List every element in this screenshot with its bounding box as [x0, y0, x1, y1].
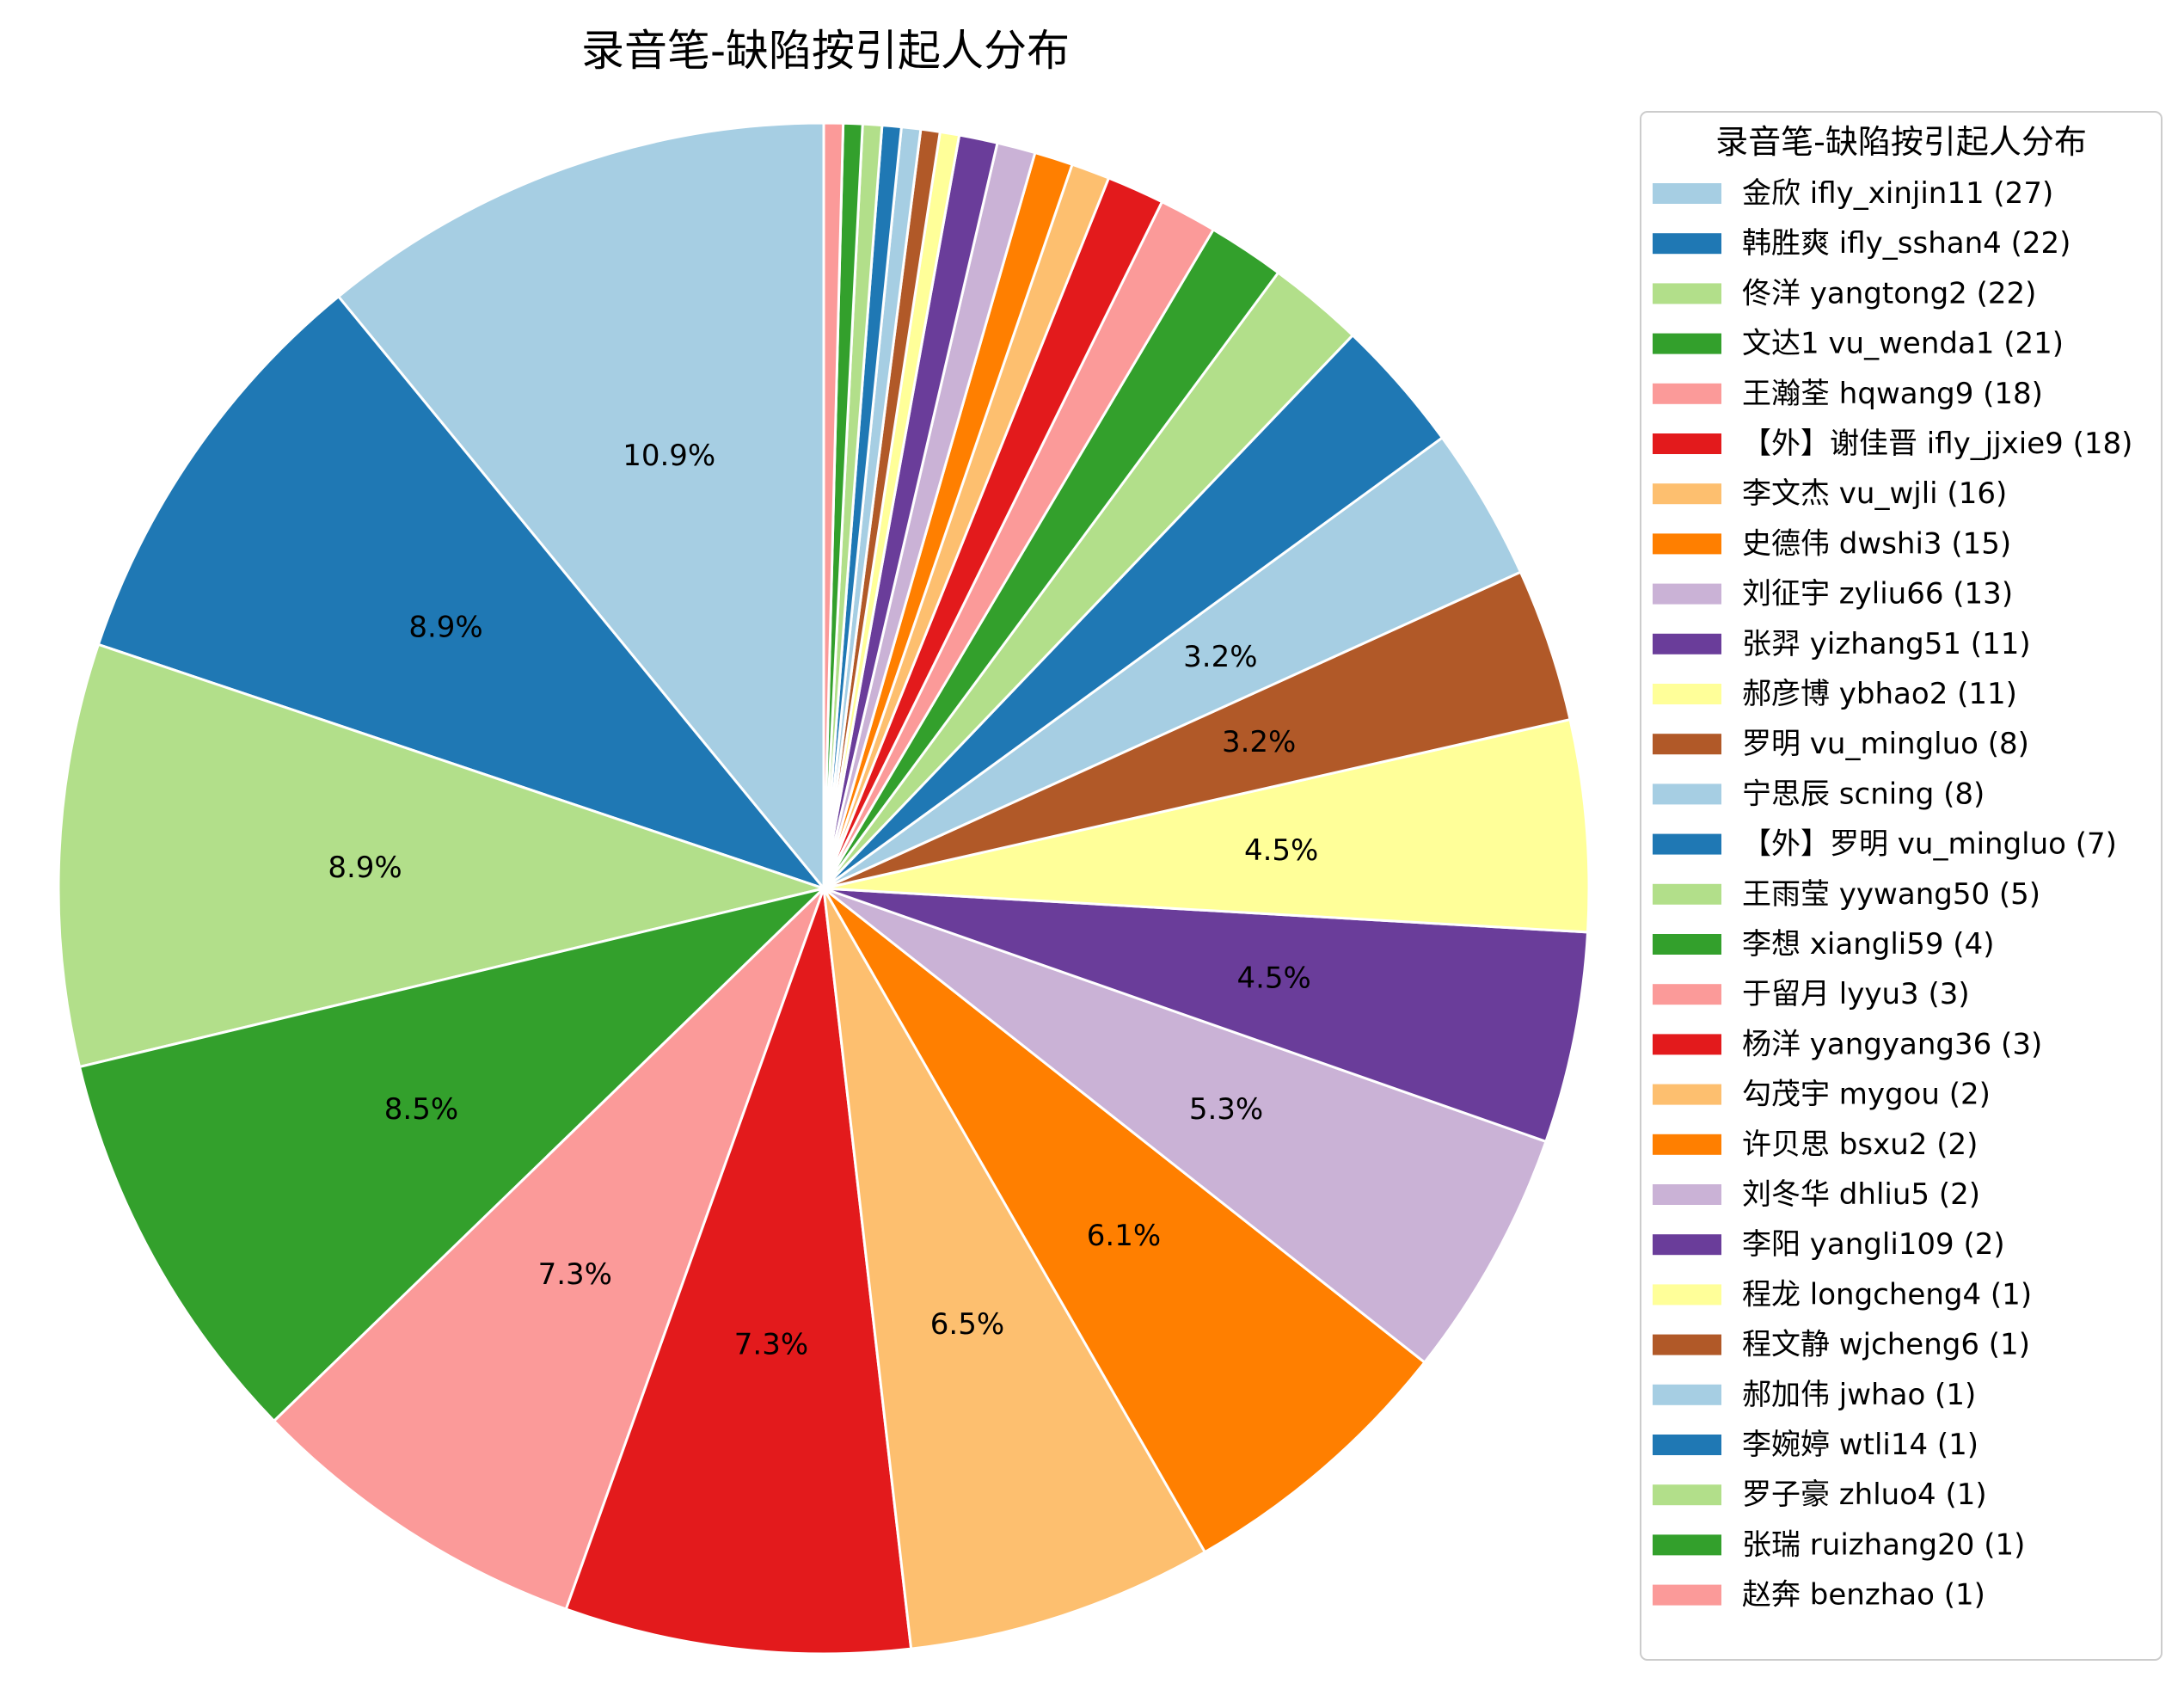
pie-slice-4 [78, 887, 825, 1422]
legend-swatch-12 [1653, 734, 1721, 755]
legend-label-21: 刘冬华 dhliu5 (2) [1742, 1177, 1980, 1212]
pie-slice-9 [822, 887, 1548, 1364]
pie-percent-label-7: 6.5% [930, 1307, 1004, 1342]
pie-percent-label-5: 7.3% [538, 1257, 612, 1292]
legend: 录音笔-缺陷按引起人分布 金欣 ifly_xinjin11 (27) 韩胜爽 if… [1640, 111, 2163, 1661]
legend-label-5: 王瀚荃 hqwang9 (18) [1742, 377, 2043, 411]
legend-label-9: 刘征宇 zyliu66 (13) [1742, 577, 2013, 611]
legend-swatch-7 [1653, 483, 1721, 505]
legend-label-6: 【外】谢佳晋 ifly_jjxie9 (18) [1742, 427, 2132, 461]
legend-swatch-2 [1653, 233, 1721, 255]
pie-percent-label-6: 7.3% [734, 1328, 808, 1362]
legend-label-27: 罗子豪 zhluo4 (1) [1742, 1478, 1987, 1512]
legend-label-12: 罗明 vu_mingluo (8) [1742, 727, 2029, 761]
legend-title: 录音笔-缺陷按引起人分布 [1715, 123, 2087, 161]
legend-label-25: 郝加伟 jwhao (1) [1742, 1378, 1976, 1412]
pie-slice-10 [822, 887, 1590, 1143]
legend-label-8: 史德伟 dwshi3 (15) [1742, 526, 2011, 561]
legend-label-22: 李阳 yangli109 (2) [1742, 1227, 2005, 1262]
legend-swatch-27 [1653, 1484, 1721, 1506]
legend-swatch-16 [1653, 934, 1721, 955]
legend-label-26: 李婉婷 wtli14 (1) [1742, 1428, 1978, 1462]
pie-percent-labels: 10.9% 8.9% 8.9% 8.5% 7.3% 7.3% 6.5% 6.1% 5.3% 4.5… [328, 439, 1318, 1361]
legend-label-19: 勾茂宇 mygou (2) [1742, 1078, 1991, 1112]
legend-swatch-5 [1653, 383, 1721, 404]
legend-label-13: 宁思辰 scning (8) [1742, 777, 1985, 811]
legend-swatch-22 [1653, 1234, 1721, 1256]
legend-swatch-24 [1653, 1334, 1721, 1355]
legend-swatch-10 [1653, 633, 1721, 654]
legend-label-14: 【外】罗明 vu_mingluo (7) [1742, 827, 2117, 862]
legend-swatch-18 [1653, 1034, 1721, 1055]
legend-swatch-13 [1653, 783, 1721, 805]
pie-slice-11 [822, 718, 1591, 934]
pie-slice-5 [273, 887, 825, 1611]
legend-label-1: 金欣 ifly_xinjin11 (27) [1742, 176, 2053, 211]
legend-swatch-1 [1653, 183, 1721, 204]
pie-slices [57, 121, 1591, 1656]
pie-slice-2 [96, 295, 825, 890]
legend-frame [1640, 111, 2163, 1661]
pie-slice-29 [822, 121, 845, 890]
legend-label-29: 赵奔 benzhao (1) [1742, 1578, 1985, 1613]
pie-slice-6 [564, 887, 913, 1656]
legend-swatch-19 [1653, 1084, 1721, 1105]
pie-slice-1 [337, 121, 825, 890]
legend-label-15: 王雨莹 yywang50 (5) [1742, 877, 2040, 912]
pie-percent-label-4: 8.5% [384, 1092, 458, 1127]
pie-percent-label-11: 4.5% [1244, 833, 1318, 868]
legend-swatch-11 [1653, 684, 1721, 704]
legend-swatch-26 [1653, 1435, 1721, 1455]
pie-slice-3 [57, 642, 825, 1068]
legend-swatch-4 [1653, 333, 1721, 354]
legend-label-2: 韩胜爽 ifly_sshan4 (22) [1742, 226, 2071, 261]
pie-percent-label-9: 5.3% [1189, 1092, 1263, 1127]
pie-slice-8 [822, 887, 1426, 1554]
pie-percent-label-10: 4.5% [1236, 962, 1310, 996]
legend-label-4: 文达1 vu_wenda1 (21) [1742, 327, 2064, 361]
legend-label-28: 张瑞 ruizhang20 (1) [1742, 1527, 2025, 1562]
legend-swatch-29 [1653, 1584, 1721, 1606]
pie-percent-label-12: 3.2% [1222, 725, 1296, 759]
legend-label-24: 程文静 wjcheng6 (1) [1742, 1328, 2030, 1362]
legend-swatch-15 [1653, 883, 1721, 905]
pie-percent-label-3: 8.9% [328, 851, 402, 885]
legend-swatch-14 [1653, 833, 1721, 855]
legend-swatch-28 [1653, 1534, 1721, 1556]
legend-swatch-20 [1653, 1134, 1721, 1155]
legend-label-7: 李文杰 vu_wjli (16) [1742, 476, 2007, 511]
legend-label-10: 张羿 yizhang51 (11) [1742, 627, 2031, 661]
legend-label-18: 杨洋 yangyang36 (3) [1742, 1027, 2042, 1061]
legend-swatch-23 [1653, 1284, 1721, 1306]
pie-percent-label-8: 6.1% [1087, 1219, 1161, 1253]
legend-label-23: 程龙 longcheng4 (1) [1742, 1277, 2032, 1312]
pie-slice-7 [822, 887, 1206, 1650]
legend-swatch-25 [1653, 1384, 1721, 1405]
pie-percent-label-2: 8.9% [408, 611, 482, 645]
legend-items: 金欣 ifly_xinjin11 (27) 韩胜爽 ifly_sshan4 (22… [1653, 176, 2132, 1613]
legend-swatch-3 [1653, 283, 1721, 304]
pie-percent-label-13: 3.2% [1183, 640, 1257, 674]
legend-label-3: 佟洋 yangtong2 (22) [1742, 276, 2036, 310]
legend-swatch-6 [1653, 433, 1721, 454]
legend-label-16: 李想 xiangli59 (4) [1742, 927, 1994, 962]
chart-title: 录音笔-缺陷按引起人分布 [581, 26, 1070, 76]
legend-swatch-9 [1653, 583, 1721, 605]
legend-label-20: 许贝思 bsxu2 (2) [1742, 1127, 1978, 1162]
legend-label-11: 郝彦博 ybhao2 (11) [1742, 677, 2017, 711]
pie-percent-label-1: 10.9% [623, 439, 715, 473]
legend-swatch-17 [1653, 984, 1721, 1005]
legend-label-17: 于留月 lyyu3 (3) [1742, 977, 1970, 1011]
legend-swatch-8 [1653, 533, 1721, 555]
legend-swatch-21 [1653, 1184, 1721, 1205]
